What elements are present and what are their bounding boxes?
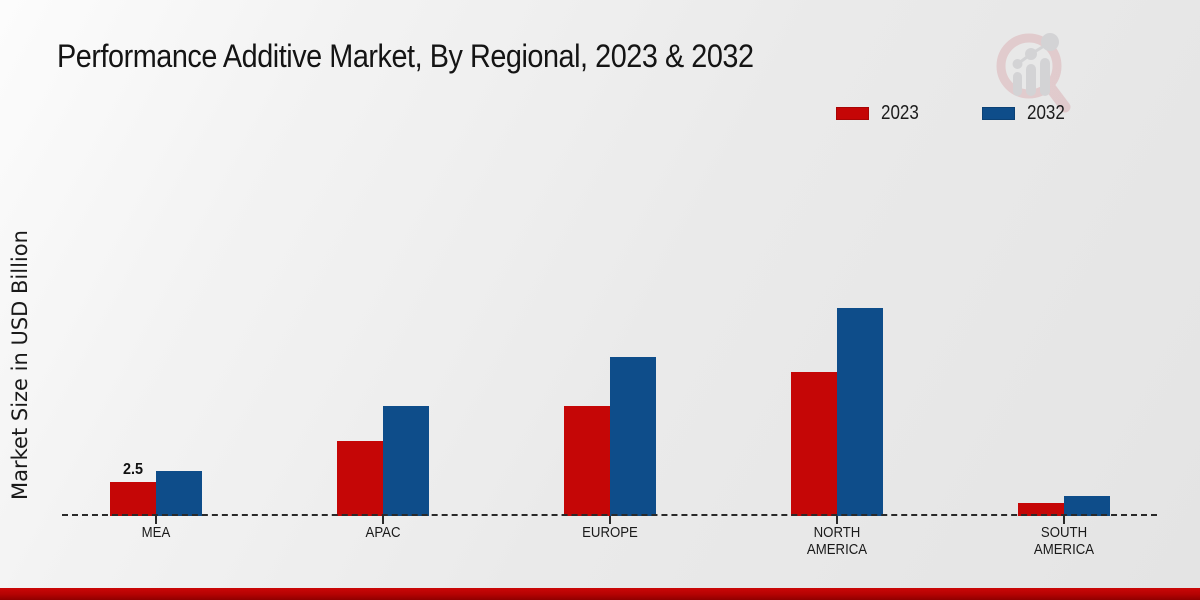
bar-2032-south-america xyxy=(1064,496,1111,516)
bar-2032-europe xyxy=(610,356,657,516)
x-axis-tick-south-america xyxy=(1063,516,1066,524)
legend-swatch-2023 xyxy=(836,107,869,120)
bar-2032-north-america xyxy=(837,307,884,516)
x-axis-label-mea: MEA xyxy=(141,524,171,541)
legend-item-2023: 2023 xyxy=(836,102,926,125)
magnifier-bar-chart-logo-icon xyxy=(993,28,1073,118)
bar-2023-mea xyxy=(110,482,156,516)
x-axis-tick-europe xyxy=(609,516,612,524)
x-axis-label-apac: APAC xyxy=(365,524,401,541)
footer-red-bar xyxy=(0,588,1200,600)
bar-2023-europe xyxy=(564,405,611,516)
bar-value-label-2023-mea: 2.5 xyxy=(122,461,144,478)
x-axis-tick-mea xyxy=(155,516,157,524)
x-axis-label-south-america: SOUTH AMERICA xyxy=(1034,524,1095,558)
bar-2023-north-america xyxy=(791,371,838,516)
bar-2023-south-america xyxy=(1018,503,1065,516)
x-axis-tick-apac xyxy=(382,516,385,524)
bar-2023-apac xyxy=(337,441,384,516)
bar-2032-mea xyxy=(156,471,202,516)
x-axis-label-north-america: NORTH AMERICA xyxy=(807,524,868,558)
legend-swatch-2032 xyxy=(981,107,1015,120)
x-axis-baseline xyxy=(62,514,1157,516)
legend-label-2032: 2032 xyxy=(1026,102,1065,124)
legend-item-2032: 2032 xyxy=(981,102,1072,125)
legend-label-2023: 2023 xyxy=(881,102,919,124)
x-axis-label-europe: EUROPE xyxy=(582,524,639,541)
chart-title: Performance Additive Market, By Regional… xyxy=(57,38,754,74)
bar-2032-apac xyxy=(383,405,430,516)
x-axis-tick-north-america xyxy=(836,516,839,524)
legend: 2023 2032 xyxy=(836,102,1071,125)
